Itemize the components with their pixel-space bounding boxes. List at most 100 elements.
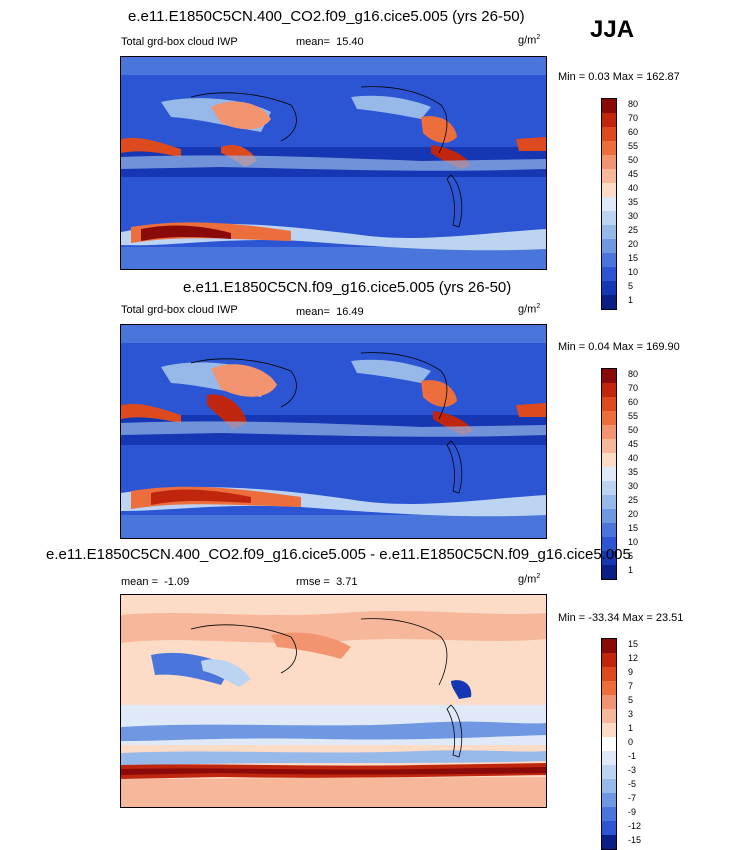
colorbar-swatch	[602, 169, 616, 183]
colorbar-swatch	[602, 737, 616, 751]
panel1-mean: mean= 15.40	[296, 36, 364, 48]
colorbar-swatch	[602, 709, 616, 723]
panel2-min-label: Min =	[558, 341, 586, 353]
colorbar-swatch	[602, 183, 616, 197]
panel1-max-label: Max =	[612, 71, 644, 83]
colorbar-tick-label: 1	[628, 565, 634, 575]
colorbar-swatch	[602, 537, 616, 551]
colorbar-tick-label: 70	[628, 383, 639, 393]
colorbar-swatch	[602, 835, 616, 849]
colorbar-tick-label: -5	[628, 779, 637, 789]
colorbar-swatch	[602, 99, 616, 113]
panel3-unit-exp: 2	[536, 573, 541, 580]
colorbar-tick-label: 5	[628, 695, 634, 705]
colorbar-tick-label: 5	[628, 281, 634, 291]
panel3-mean: mean = -1.09	[121, 576, 189, 588]
panel3-rmse: rmse = 3.71	[296, 576, 357, 588]
colorbar-swatch	[602, 383, 616, 397]
colorbar-tick-label: 15	[628, 639, 639, 649]
panel2-max-value: 169.90	[646, 341, 680, 353]
panel1-minmax: Min = 0.03 Max = 162.87	[558, 71, 680, 83]
colorbar-swatch	[602, 551, 616, 565]
panel2-max-label: Max =	[612, 341, 644, 353]
panel3-minmax: Min = -33.34 Max = 23.51	[558, 612, 683, 624]
panel2-minmax: Min = 0.04 Max = 169.90	[558, 341, 680, 353]
colorbar-tick-label: 10	[628, 537, 639, 547]
colorbar-swatch	[602, 425, 616, 439]
colorbar-swatch	[602, 397, 616, 411]
colorbar-swatch	[602, 481, 616, 495]
colorbar-tick-label: 25	[628, 225, 639, 235]
colorbar-swatch	[602, 267, 616, 281]
colorbar-swatch	[602, 439, 616, 453]
colorbar-tick-label: 35	[628, 467, 639, 477]
colorbar-swatch	[602, 141, 616, 155]
colorbar-swatch	[602, 211, 616, 225]
panel1-units: g/m2	[518, 34, 540, 47]
colorbar-tick-label: 30	[628, 211, 639, 221]
colorbar-swatch	[602, 821, 616, 835]
panel3-min-label: Min =	[558, 612, 586, 624]
colorbar-tick-label: 45	[628, 439, 639, 449]
colorbar-tick-label: -7	[628, 793, 637, 803]
colorbar-tick-label: 1	[628, 723, 634, 733]
colorbar-tick-label: -9	[628, 807, 637, 817]
colorbar-swatch	[602, 225, 616, 239]
panel2-mean: mean= 16.49	[296, 306, 364, 318]
colorbar-tick-label: 20	[628, 239, 639, 249]
panel1-colorbar	[601, 98, 617, 310]
panel3-title: e.e11.E1850C5CN.400_CO2.f09_g16.cice5.00…	[46, 546, 631, 563]
colorbar-swatch	[602, 695, 616, 709]
panel1-min-value: 0.03	[588, 71, 610, 83]
season-label: JJA	[590, 16, 635, 43]
panel2-min-value: 0.04	[588, 341, 610, 353]
colorbar-tick-label: 1	[628, 295, 634, 305]
colorbar-tick-label: 50	[628, 425, 639, 435]
colorbar-swatch	[602, 751, 616, 765]
colorbar-tick-label: 0	[628, 737, 634, 747]
panel1-max-value: 162.87	[646, 71, 680, 83]
panel3-unit-base: g/m	[518, 573, 537, 586]
panel2-colorbar	[601, 368, 617, 580]
colorbar-tick-label: 40	[628, 183, 639, 193]
panel1-min-label: Min =	[558, 71, 586, 83]
colorbar-tick-label: 5	[628, 551, 634, 561]
colorbar-swatch	[602, 667, 616, 681]
colorbar-tick-label: 12	[628, 653, 639, 663]
colorbar-tick-label: -12	[628, 821, 642, 831]
panel1-unit-exp: 2	[536, 34, 541, 41]
panel2-unit-base: g/m	[518, 303, 537, 316]
colorbar-tick-label: 45	[628, 169, 639, 179]
panel3-max-value: 23.51	[655, 612, 684, 624]
colorbar-swatch	[602, 411, 616, 425]
panel3-units: g/m2	[518, 573, 540, 586]
panel2-map	[120, 324, 547, 539]
colorbar-swatch	[602, 765, 616, 779]
colorbar-swatch	[602, 127, 616, 141]
colorbar-tick-label: 30	[628, 481, 639, 491]
colorbar-tick-label: 80	[628, 99, 639, 109]
colorbar-tick-label: 9	[628, 667, 634, 677]
panel2-mean-value: 16.49	[336, 306, 364, 318]
panel1-mean-label: mean=	[296, 36, 330, 48]
colorbar-tick-label: 25	[628, 495, 639, 505]
colorbar-swatch	[602, 653, 616, 667]
panel1-variable: Total grd-box cloud IWP	[121, 36, 238, 48]
colorbar-swatch	[602, 779, 616, 793]
panel1-mean-value: 15.40	[336, 36, 364, 48]
panel3-rmse-label: rmse =	[296, 576, 330, 588]
panel1-title: e.e11.E1850C5CN.400_CO2.f09_g16.cice5.00…	[128, 8, 525, 25]
colorbar-tick-label: 80	[628, 369, 639, 379]
colorbar-swatch	[602, 281, 616, 295]
colorbar-swatch	[602, 509, 616, 523]
panel3-min-value: -33.34	[588, 612, 620, 624]
colorbar-swatch	[602, 453, 616, 467]
colorbar-swatch	[602, 565, 616, 579]
colorbar-swatch	[602, 253, 616, 267]
colorbar-tick-label: 20	[628, 509, 639, 519]
panel2-title: e.e11.E1850C5CN.f09_g16.cice5.005 (yrs 2…	[183, 279, 512, 296]
colorbar-swatch	[602, 295, 616, 309]
colorbar-tick-label: 15	[628, 523, 639, 533]
colorbar-tick-label: 55	[628, 141, 639, 151]
panel3-mean-label: mean =	[121, 576, 158, 588]
